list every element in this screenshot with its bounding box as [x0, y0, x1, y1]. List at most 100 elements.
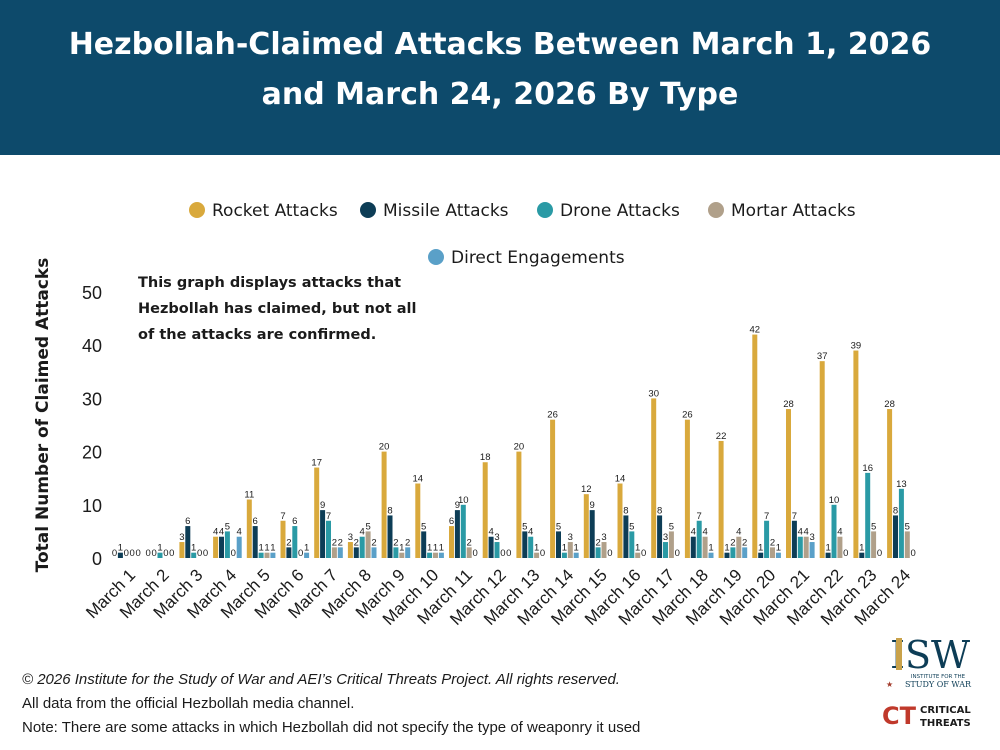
bar-19-2: [764, 520, 770, 558]
bar-9-2: [427, 552, 433, 558]
data-label-4-0: 11: [244, 489, 254, 500]
data-label-6-0: 17: [311, 458, 322, 469]
data-label-12-0: 20: [514, 442, 525, 453]
bar-13-4: [573, 552, 579, 558]
data-label-8-1: 8: [387, 505, 392, 516]
bar-20-3: [803, 536, 809, 558]
bar-10-3: [466, 547, 472, 558]
bar-23-0: [887, 409, 893, 558]
data-label-1-1: 0: [151, 548, 156, 559]
bar-11-1: [488, 536, 494, 558]
bar-22-0: [853, 350, 859, 558]
bar-3-0: [213, 536, 219, 558]
data-label-3-4: 4: [237, 527, 242, 538]
data-label-0-4: 0: [135, 548, 140, 559]
data-label-10-2: 10: [458, 495, 469, 506]
bar-2-1: [185, 526, 191, 558]
data-label-17-1: 4: [691, 527, 696, 538]
critical-threats-logo: CT CRITICAL THREATS: [882, 702, 971, 730]
bar-5-0: [280, 520, 286, 558]
data-label-14-0: 12: [581, 484, 592, 495]
bar-5-4: [304, 552, 310, 558]
bar-13-3: [567, 542, 573, 558]
bar-9-3: [433, 552, 438, 558]
bar-9-4: [438, 552, 444, 558]
bar-14-1: [589, 510, 595, 558]
footnote-text: Note: There are some attacks in which He…: [22, 719, 641, 736]
bar-13-2: [561, 552, 567, 558]
data-label-7-2: 4: [360, 527, 365, 538]
bar-20-0: [786, 409, 791, 558]
data-label-6-4: 2: [338, 537, 343, 548]
bar-10-0: [449, 526, 454, 558]
legend-label-4: Direct Engagements: [451, 248, 625, 268]
bar-20-1: [791, 520, 797, 558]
legend-label-2: Drone Attacks: [560, 201, 680, 221]
bar-8-2: [393, 547, 399, 558]
data-label-8-0: 20: [379, 442, 390, 453]
bar-20-4: [809, 542, 815, 558]
data-label-5-2: 6: [292, 516, 297, 527]
data-label-0-2: 0: [124, 548, 129, 559]
bar-16-1: [657, 515, 663, 558]
data-label-1-2: 1: [157, 543, 162, 554]
data-label-7-3: 5: [365, 521, 370, 532]
bar-19-4: [775, 552, 781, 558]
data-label-8-3: 1: [399, 543, 404, 554]
data-label-2-0: 3: [179, 532, 184, 543]
data-label-13-1: 5: [556, 521, 561, 532]
ct-logo-line1: CRITICAL: [920, 705, 971, 716]
footer: © 2026 Institute for the Study of War an…: [22, 668, 822, 740]
data-label-18-1: 1: [724, 543, 729, 554]
legend-label-3: Mortar Attacks: [731, 201, 856, 221]
bar-22-1: [859, 552, 865, 558]
ct-logo-line2: THREATS: [920, 718, 971, 729]
data-label-3-0: 4: [213, 527, 218, 538]
data-label-0-0: 0: [112, 548, 117, 559]
data-label-6-1: 9: [320, 500, 325, 511]
bar-16-3: [668, 531, 674, 558]
bar-11-0: [482, 462, 488, 558]
isw-tagline-2: STUDY OF WAR: [905, 680, 972, 689]
bar-17-4: [708, 552, 714, 558]
data-label-23-1: 8: [893, 505, 898, 516]
bar-7-4: [371, 547, 377, 558]
data-label-4-3: 1: [264, 543, 269, 554]
data-label-12-1: 5: [522, 521, 527, 532]
bar-19-1: [758, 552, 764, 558]
data-label-3-3: 0: [231, 548, 236, 559]
data-label-16-2: 3: [663, 532, 668, 543]
bar-9-0: [415, 483, 421, 558]
bar-12-2: [528, 536, 534, 558]
bar-22-2: [865, 472, 871, 558]
bar-3-1: [219, 536, 224, 558]
annotation-line2: Hezbollah has claimed, but not all: [138, 301, 417, 317]
data-label-22-0: 39: [851, 341, 862, 352]
bar-11-2: [494, 542, 500, 558]
data-label-14-3: 3: [601, 532, 606, 543]
bar-7-2: [359, 536, 365, 558]
bar-23-2: [898, 488, 904, 558]
data-label-12-2: 4: [528, 527, 533, 538]
data-label-8-4: 2: [405, 537, 410, 548]
bar-2-2: [191, 552, 197, 558]
bar-12-3: [534, 552, 540, 558]
isw-logo: ISW ★ INSTITUTE FOR THE STUDY OF WAR: [886, 633, 972, 689]
bar-3-4: [236, 536, 242, 558]
bar-8-4: [405, 547, 411, 558]
data-label-8-2: 2: [393, 537, 398, 548]
data-label-2-2: 1: [191, 543, 196, 554]
bar-10-2: [460, 504, 466, 558]
bar-21-0: [819, 361, 825, 558]
y-tick-label: 20: [82, 443, 102, 463]
bar-21-3: [837, 536, 843, 558]
bar-18-2: [730, 547, 736, 558]
bar-7-0: [347, 542, 353, 558]
data-label-7-4: 2: [371, 537, 376, 548]
data-label-9-2: 1: [427, 543, 432, 554]
chart-title-line1: Hezbollah-Claimed Attacks Between March …: [68, 27, 932, 62]
data-label-7-0: 3: [348, 532, 353, 543]
bar-20-2: [797, 536, 803, 558]
data-label-10-3: 2: [467, 537, 472, 548]
data-label-21-0: 37: [817, 351, 828, 362]
